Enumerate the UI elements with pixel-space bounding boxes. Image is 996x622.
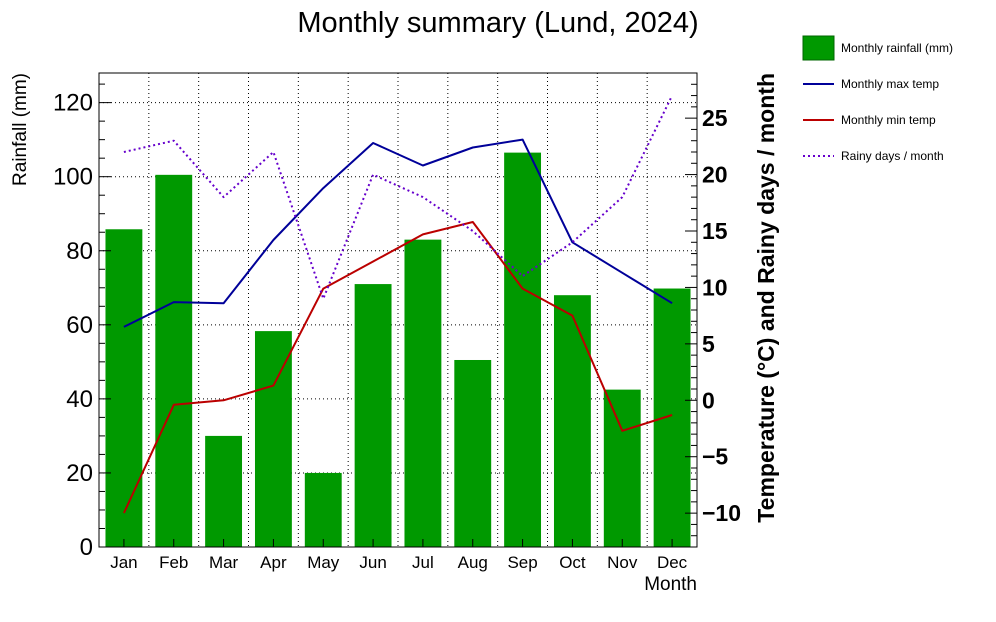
- x-tick-label: Feb: [159, 553, 188, 572]
- x-tick-label: Sep: [507, 553, 537, 572]
- x-tick-label: Jul: [412, 553, 434, 572]
- left-tick-labels: 0 20 40 60 80 100 120: [53, 90, 93, 561]
- x-tick-label: Dec: [657, 553, 688, 572]
- series-line-monthly-max-temp: [123, 138, 673, 328]
- y2-tick-label: −10: [702, 500, 741, 526]
- y2-tick-label: 5: [702, 331, 715, 357]
- x-tick-label: Apr: [260, 553, 287, 572]
- legend-swatch-bar: [802, 35, 835, 61]
- y2-tick-label: 15: [702, 218, 728, 244]
- right-tick-labels: −10 −5 0 5 10 15 20 25: [702, 105, 741, 526]
- y-tick-label: 0: [80, 534, 93, 561]
- y2-tick-label: −5: [702, 444, 728, 470]
- chart-title: Monthly summary (Lund, 2024): [297, 7, 698, 39]
- bar-oct: [553, 295, 591, 547]
- y2-tick-label: 10: [702, 274, 728, 300]
- x-tick-label: Jan: [110, 553, 137, 572]
- y-tick-label: 100: [53, 164, 93, 191]
- y-tick-label: 60: [66, 312, 93, 339]
- legend: Monthly rainfall (mm) Monthly max temp Mon…: [802, 35, 953, 163]
- legend-label: Monthly max temp: [841, 77, 939, 91]
- bar-dec: [653, 288, 691, 547]
- y2-tick-label: 0: [702, 387, 715, 413]
- y-tick-label: 40: [66, 386, 93, 413]
- x-tick-label: May: [307, 553, 340, 572]
- category-labels: Jan Feb Mar Apr May Jun Jul Aug Sep Oct Nov Dec: [110, 553, 687, 572]
- bar-jun: [354, 284, 392, 547]
- bar-mar: [205, 435, 243, 547]
- y2-tick-label: 25: [702, 105, 728, 131]
- bar-apr: [254, 331, 292, 547]
- bar-jul: [404, 239, 442, 547]
- y-tick-label: 20: [66, 460, 93, 487]
- legend-label: Monthly min temp: [841, 113, 936, 127]
- y2-axis-title: Temperature (°C) and Rainy days / month: [753, 73, 779, 523]
- x-axis-title: Month: [644, 574, 697, 595]
- y-tick-label: 80: [66, 238, 93, 265]
- bar-aug: [454, 359, 492, 547]
- y-axis-title: Rainfall (mm): [10, 73, 31, 186]
- lines-group: [122, 95, 673, 514]
- x-tick-label: Mar: [209, 553, 239, 572]
- bar-jan: [105, 229, 143, 547]
- series-line-monthly-min-temp: [122, 221, 673, 514]
- x-tick-label: Jun: [359, 553, 386, 572]
- x-tick-label: Aug: [458, 553, 488, 572]
- series-line-rainy-days-month: [123, 95, 673, 300]
- bar-may: [304, 472, 342, 547]
- legend-label: Monthly rainfall (mm): [841, 41, 953, 55]
- ticks-group: [99, 83, 697, 548]
- bar-sep: [504, 152, 542, 547]
- x-tick-label: Nov: [607, 553, 638, 572]
- bar-nov: [603, 389, 641, 547]
- legend-label: Rainy days / month: [841, 149, 944, 163]
- x-tick-label: Oct: [559, 553, 586, 572]
- grid: [99, 73, 697, 547]
- y2-tick-label: 20: [702, 162, 728, 188]
- bars-group: [105, 152, 691, 547]
- y-tick-label: 120: [53, 90, 93, 117]
- bar-feb: [155, 174, 193, 547]
